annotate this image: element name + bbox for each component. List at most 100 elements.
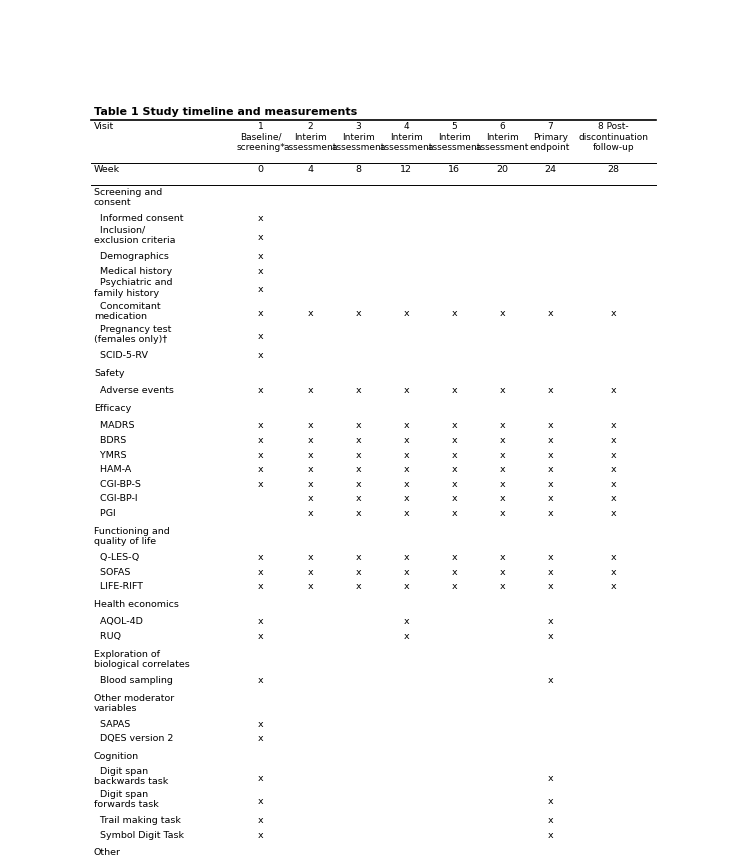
Text: x: x — [258, 632, 263, 641]
Text: 24: 24 — [544, 166, 556, 174]
Text: 1
Baseline/
screening*: 1 Baseline/ screening* — [236, 123, 285, 152]
Text: x: x — [451, 386, 457, 395]
Text: x: x — [258, 831, 263, 840]
Text: x: x — [499, 509, 505, 518]
Text: Blood sampling: Blood sampling — [94, 676, 173, 685]
Text: x: x — [403, 436, 409, 445]
Text: x: x — [355, 480, 361, 488]
Text: x: x — [258, 233, 263, 242]
Text: LIFE-RIFT: LIFE-RIFT — [94, 583, 143, 591]
Text: x: x — [355, 553, 361, 562]
Text: x: x — [258, 252, 263, 261]
Text: 0: 0 — [257, 166, 264, 174]
Text: x: x — [403, 632, 409, 641]
Text: 3
Interim
assessment: 3 Interim assessment — [332, 123, 385, 152]
Text: x: x — [451, 436, 457, 445]
Text: x: x — [499, 465, 505, 474]
Text: Functioning and
quality of life: Functioning and quality of life — [94, 526, 170, 546]
Text: x: x — [258, 553, 263, 562]
Text: x: x — [451, 465, 457, 474]
Text: Medical history: Medical history — [94, 267, 172, 275]
Text: x: x — [499, 553, 505, 562]
Text: x: x — [499, 309, 505, 318]
Text: x: x — [403, 509, 409, 518]
Text: x: x — [451, 421, 457, 431]
Text: x: x — [258, 332, 263, 341]
Text: x: x — [307, 509, 313, 518]
Text: Trail making task: Trail making task — [94, 816, 181, 825]
Text: x: x — [611, 450, 617, 460]
Text: x: x — [403, 494, 409, 503]
Text: x: x — [611, 436, 617, 445]
Text: x: x — [307, 583, 313, 591]
Text: x: x — [451, 450, 457, 460]
Text: x: x — [307, 421, 313, 431]
Text: x: x — [547, 568, 553, 576]
Text: x: x — [403, 617, 409, 627]
Text: SCID-5-RV: SCID-5-RV — [94, 351, 148, 360]
Text: x: x — [307, 465, 313, 474]
Text: Other: Other — [94, 848, 121, 858]
Text: MADRS: MADRS — [94, 421, 134, 431]
Text: x: x — [547, 480, 553, 488]
Text: x: x — [403, 386, 409, 395]
Text: 8 Post-
discontinuation
follow-up: 8 Post- discontinuation follow-up — [579, 123, 649, 152]
Text: x: x — [307, 450, 313, 460]
Text: x: x — [403, 450, 409, 460]
Text: BDRS: BDRS — [94, 436, 126, 445]
Text: x: x — [499, 494, 505, 503]
Text: x: x — [403, 553, 409, 562]
Text: Digit span
backwards task: Digit span backwards task — [94, 766, 168, 786]
Text: 6
Interim
assessment: 6 Interim assessment — [475, 123, 529, 152]
Text: PGI: PGI — [94, 509, 116, 518]
Text: Visit: Visit — [94, 123, 114, 131]
Text: 12: 12 — [400, 166, 412, 174]
Text: x: x — [258, 774, 263, 783]
Text: x: x — [258, 309, 263, 318]
Text: CGI-BP-I: CGI-BP-I — [94, 494, 138, 503]
Text: x: x — [547, 386, 553, 395]
Text: x: x — [307, 309, 313, 318]
Text: x: x — [258, 720, 263, 728]
Text: 4: 4 — [307, 166, 313, 174]
Text: x: x — [258, 214, 263, 223]
Text: Inclusion/
exclusion criteria: Inclusion/ exclusion criteria — [94, 226, 176, 245]
Text: x: x — [355, 436, 361, 445]
Text: x: x — [547, 450, 553, 460]
Text: x: x — [403, 480, 409, 488]
Text: x: x — [547, 831, 553, 840]
Text: 28: 28 — [608, 166, 620, 174]
Text: x: x — [403, 421, 409, 431]
Text: Psychiatric and
family history: Psychiatric and family history — [94, 279, 173, 298]
Text: x: x — [499, 480, 505, 488]
Text: x: x — [547, 617, 553, 627]
Text: Demographics: Demographics — [94, 252, 169, 261]
Text: Table 1 Study timeline and measurements: Table 1 Study timeline and measurements — [94, 107, 357, 117]
Text: x: x — [547, 436, 553, 445]
Text: x: x — [258, 450, 263, 460]
Text: x: x — [451, 583, 457, 591]
Text: 4
Interim
assessment: 4 Interim assessment — [379, 123, 433, 152]
Text: x: x — [403, 309, 409, 318]
Text: x: x — [258, 286, 263, 294]
Text: Digit span
forwards task: Digit span forwards task — [94, 790, 159, 809]
Text: SAPAS: SAPAS — [94, 720, 130, 728]
Text: 20: 20 — [496, 166, 508, 174]
Text: x: x — [355, 509, 361, 518]
Text: x: x — [307, 480, 313, 488]
Text: x: x — [258, 816, 263, 825]
Text: Other moderator
variables: Other moderator variables — [94, 694, 174, 713]
Text: Adverse events: Adverse events — [94, 386, 174, 395]
Text: x: x — [355, 568, 361, 576]
Text: x: x — [258, 465, 263, 474]
Text: SOFAS: SOFAS — [94, 568, 130, 576]
Text: x: x — [547, 676, 553, 685]
Text: x: x — [258, 583, 263, 591]
Text: x: x — [611, 494, 617, 503]
Text: x: x — [258, 734, 263, 743]
Text: x: x — [499, 436, 505, 445]
Text: x: x — [547, 774, 553, 783]
Text: x: x — [258, 386, 263, 395]
Text: 5
Interim
assessment: 5 Interim assessment — [427, 123, 481, 152]
Text: Cognition: Cognition — [94, 753, 139, 761]
